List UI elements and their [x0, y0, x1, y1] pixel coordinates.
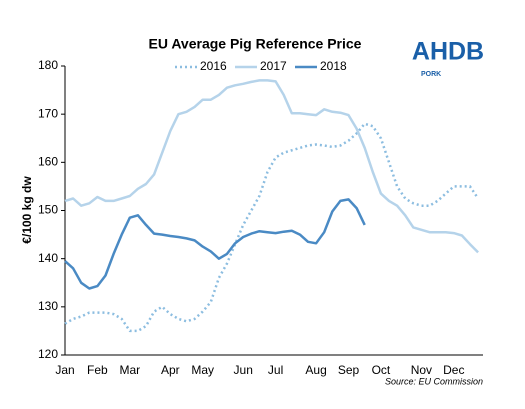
x-tick-label: Sep — [338, 363, 360, 377]
y-tick-label: 160 — [38, 155, 58, 169]
logo: AHDB — [412, 38, 484, 66]
series-line — [64, 79, 479, 254]
chart-title: EU Average Pig Reference Price — [149, 36, 362, 52]
legend-label: 2016 — [200, 59, 227, 73]
y-tick-label: 150 — [38, 203, 58, 217]
source: Source: EU Commission — [385, 376, 483, 386]
y-tick-label: 120 — [38, 347, 58, 361]
series-line — [64, 122, 480, 333]
x-tick-label: Oct — [372, 363, 391, 377]
x-tick-label: May — [191, 363, 214, 377]
legend-label: 2017 — [260, 59, 287, 73]
x-tick-label: Aug — [305, 363, 326, 377]
x-tick-label: Dec — [443, 363, 464, 377]
series-line — [64, 198, 366, 290]
y-tick-label: 130 — [38, 299, 58, 313]
y-tick-label: 180 — [38, 58, 58, 72]
x-tick-label: Apr — [161, 363, 180, 377]
x-tick-label: Jan — [55, 363, 74, 377]
x-tick-label: Feb — [87, 363, 108, 377]
x-tick-label: Jul — [268, 363, 283, 377]
x-tick-label: Nov — [411, 363, 432, 377]
y-axis-label: €/100 kg dw — [20, 176, 34, 244]
logo-sub: PORK — [421, 71, 441, 78]
legend-label: 2018 — [320, 59, 347, 73]
x-tick-label: Mar — [119, 363, 140, 377]
y-tick-label: 140 — [38, 251, 58, 265]
y-tick-label: 170 — [38, 106, 58, 120]
x-tick-label: Jun — [234, 363, 253, 377]
